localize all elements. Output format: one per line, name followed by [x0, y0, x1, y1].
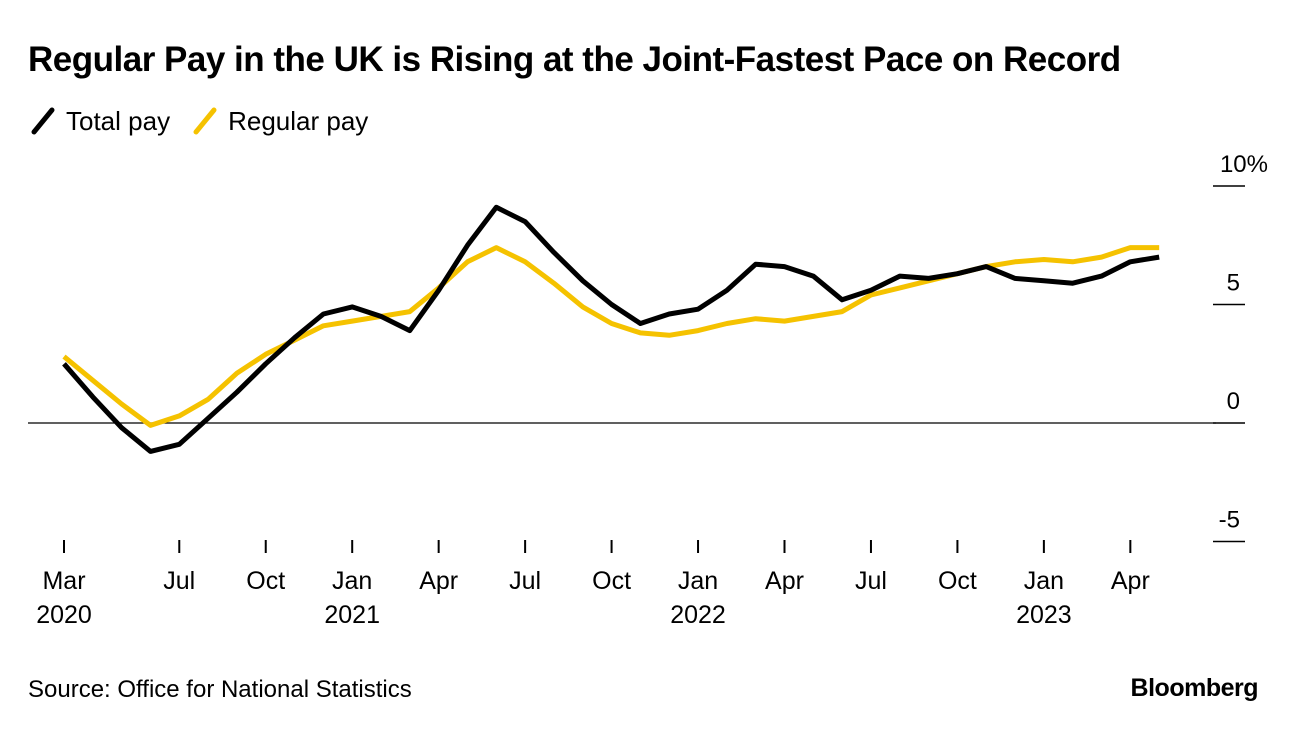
x-tick-label: Jan [332, 567, 372, 595]
x-tick-label: Oct [246, 567, 285, 595]
x-tick-label: Oct [592, 567, 631, 595]
x-tick-label: Jan [1024, 567, 1064, 595]
x-tick-year-label: 2020 [36, 601, 92, 629]
legend: Total pay Regular pay [30, 104, 390, 138]
source-note: Source: Office for National Statistics [28, 676, 412, 703]
x-tick-label: Apr [1111, 567, 1150, 595]
legend-swatch-total-pay [31, 107, 55, 135]
x-tick-label: Mar [42, 567, 85, 595]
legend-label-total-pay: Total pay [66, 105, 171, 136]
x-tick-year-label: 2021 [324, 601, 380, 629]
bloomberg-logo: Bloomberg [1130, 674, 1259, 702]
legend-item-regular-pay: Regular pay [192, 104, 368, 138]
series-line-total-pay [62, 204, 1160, 454]
legend-label-regular-pay: Regular pay [228, 105, 369, 136]
x-tick-label: Jan [678, 567, 718, 595]
legend-swatch-regular-pay [193, 107, 217, 135]
x-tick-label: Oct [938, 567, 977, 595]
x-tick-year-label: 2023 [1016, 601, 1072, 629]
chart-title: Regular Pay in the UK is Rising at the J… [28, 40, 1121, 79]
x-tick-label: Jul [855, 567, 887, 595]
y-tick-label: 10% [1220, 151, 1268, 178]
y-tick-label: 0 [1227, 388, 1240, 415]
x-tick-label: Jul [509, 567, 541, 595]
x-tick-label: Jul [163, 567, 195, 595]
x-tick-label: Apr [419, 567, 458, 595]
legend-item-total-pay: Total pay [30, 104, 170, 138]
y-tick-label: -5 [1219, 507, 1240, 534]
y-tick-label: 5 [1227, 270, 1240, 297]
x-tick-year-label: 2022 [670, 601, 726, 629]
x-tick-label: Apr [765, 567, 804, 595]
